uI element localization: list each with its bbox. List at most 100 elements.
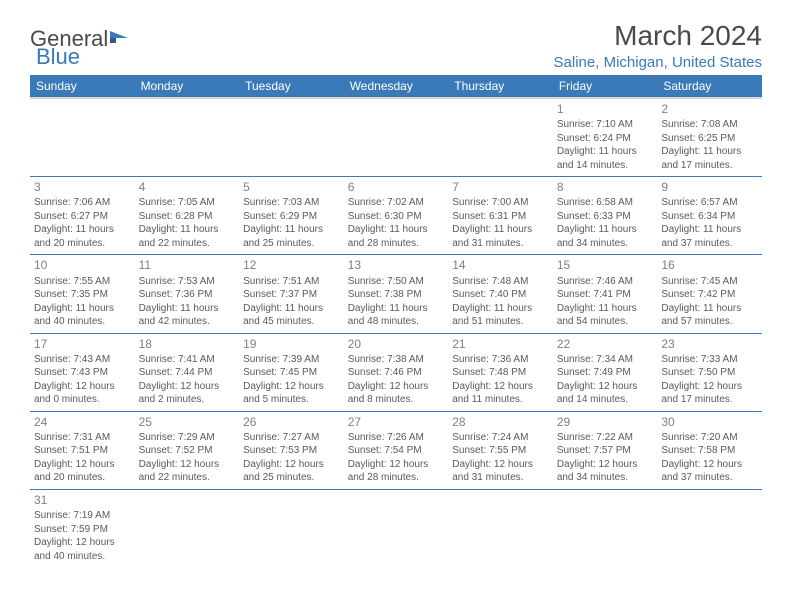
daylight-text: Daylight: 11 hours and 45 minutes. (243, 302, 340, 329)
day-number: 29 (557, 414, 654, 430)
sunset-text: Sunset: 7:48 PM (452, 366, 549, 380)
sunset-text: Sunset: 6:31 PM (452, 210, 549, 224)
calendar-cell: 20Sunrise: 7:38 AMSunset: 7:46 PMDayligh… (344, 333, 449, 411)
day-number: 26 (243, 414, 340, 430)
calendar-cell: 3Sunrise: 7:06 AMSunset: 6:27 PMDaylight… (30, 177, 135, 255)
calendar-cell: 16Sunrise: 7:45 AMSunset: 7:42 PMDayligh… (657, 255, 762, 333)
day-number: 14 (452, 257, 549, 273)
daylight-text: Daylight: 11 hours and 51 minutes. (452, 302, 549, 329)
calendar-cell: 5Sunrise: 7:03 AMSunset: 6:29 PMDaylight… (239, 177, 344, 255)
daylight-text: Daylight: 11 hours and 40 minutes. (34, 302, 131, 329)
calendar-cell: 28Sunrise: 7:24 AMSunset: 7:55 PMDayligh… (448, 411, 553, 489)
daylight-text: Daylight: 12 hours and 25 minutes. (243, 458, 340, 485)
day-header: Wednesday (344, 75, 449, 98)
day-number: 19 (243, 336, 340, 352)
calendar-cell: 22Sunrise: 7:34 AMSunset: 7:49 PMDayligh… (553, 333, 658, 411)
day-header: Sunday (30, 75, 135, 98)
sunrise-text: Sunrise: 7:33 AM (661, 353, 758, 367)
sunrise-text: Sunrise: 7:34 AM (557, 353, 654, 367)
calendar-cell: 31Sunrise: 7:19 AMSunset: 7:59 PMDayligh… (30, 489, 135, 567)
calendar-cell: 29Sunrise: 7:22 AMSunset: 7:57 PMDayligh… (553, 411, 658, 489)
day-number: 7 (452, 179, 549, 195)
day-number: 23 (661, 336, 758, 352)
daylight-text: Daylight: 11 hours and 34 minutes. (557, 223, 654, 250)
day-number: 25 (139, 414, 236, 430)
sunset-text: Sunset: 7:57 PM (557, 444, 654, 458)
day-number: 12 (243, 257, 340, 273)
sunrise-text: Sunrise: 7:02 AM (348, 196, 445, 210)
sunset-text: Sunset: 7:50 PM (661, 366, 758, 380)
calendar-cell: 13Sunrise: 7:50 AMSunset: 7:38 PMDayligh… (344, 255, 449, 333)
sunrise-text: Sunrise: 6:58 AM (557, 196, 654, 210)
logo-flag-icon (110, 29, 132, 47)
calendar-cell: 12Sunrise: 7:51 AMSunset: 7:37 PMDayligh… (239, 255, 344, 333)
sunrise-text: Sunrise: 7:08 AM (661, 118, 758, 132)
sunrise-text: Sunrise: 7:41 AM (139, 353, 236, 367)
sunset-text: Sunset: 7:44 PM (139, 366, 236, 380)
daylight-text: Daylight: 11 hours and 37 minutes. (661, 223, 758, 250)
calendar-cell: 11Sunrise: 7:53 AMSunset: 7:36 PMDayligh… (135, 255, 240, 333)
title-block: March 2024 Saline, Michigan, United Stat… (554, 20, 762, 71)
daylight-text: Daylight: 12 hours and 37 minutes. (661, 458, 758, 485)
sunrise-text: Sunrise: 7:43 AM (34, 353, 131, 367)
calendar-cell: 27Sunrise: 7:26 AMSunset: 7:54 PMDayligh… (344, 411, 449, 489)
sunset-text: Sunset: 6:28 PM (139, 210, 236, 224)
sunset-text: Sunset: 7:38 PM (348, 288, 445, 302)
calendar-cell (344, 98, 449, 177)
day-number: 24 (34, 414, 131, 430)
calendar-cell: 23Sunrise: 7:33 AMSunset: 7:50 PMDayligh… (657, 333, 762, 411)
sunset-text: Sunset: 7:58 PM (661, 444, 758, 458)
day-header: Monday (135, 75, 240, 98)
sunrise-text: Sunrise: 7:53 AM (139, 275, 236, 289)
calendar-cell (553, 489, 658, 567)
daylight-text: Daylight: 11 hours and 28 minutes. (348, 223, 445, 250)
daylight-text: Daylight: 11 hours and 31 minutes. (452, 223, 549, 250)
sunrise-text: Sunrise: 7:03 AM (243, 196, 340, 210)
sunset-text: Sunset: 7:42 PM (661, 288, 758, 302)
calendar-cell: 8Sunrise: 6:58 AMSunset: 6:33 PMDaylight… (553, 177, 658, 255)
calendar-cell: 21Sunrise: 7:36 AMSunset: 7:48 PMDayligh… (448, 333, 553, 411)
sunrise-text: Sunrise: 7:38 AM (348, 353, 445, 367)
daylight-text: Daylight: 11 hours and 54 minutes. (557, 302, 654, 329)
day-number: 16 (661, 257, 758, 273)
daylight-text: Daylight: 12 hours and 14 minutes. (557, 380, 654, 407)
calendar-week-row: 3Sunrise: 7:06 AMSunset: 6:27 PMDaylight… (30, 177, 762, 255)
sunset-text: Sunset: 7:52 PM (139, 444, 236, 458)
day-number: 10 (34, 257, 131, 273)
day-header-row: SundayMondayTuesdayWednesdayThursdayFrid… (30, 75, 762, 98)
sunrise-text: Sunrise: 7:00 AM (452, 196, 549, 210)
day-number: 17 (34, 336, 131, 352)
sunset-text: Sunset: 7:54 PM (348, 444, 445, 458)
day-number: 20 (348, 336, 445, 352)
daylight-text: Daylight: 12 hours and 20 minutes. (34, 458, 131, 485)
daylight-text: Daylight: 12 hours and 11 minutes. (452, 380, 549, 407)
calendar-cell (448, 489, 553, 567)
calendar-week-row: 24Sunrise: 7:31 AMSunset: 7:51 PMDayligh… (30, 411, 762, 489)
day-number: 22 (557, 336, 654, 352)
daylight-text: Daylight: 11 hours and 48 minutes. (348, 302, 445, 329)
sunrise-text: Sunrise: 7:06 AM (34, 196, 131, 210)
calendar-week-row: 31Sunrise: 7:19 AMSunset: 7:59 PMDayligh… (30, 489, 762, 567)
calendar-head: SundayMondayTuesdayWednesdayThursdayFrid… (30, 75, 762, 98)
header: General March 2024 Saline, Michigan, Uni… (30, 20, 762, 71)
day-number: 1 (557, 101, 654, 117)
calendar-cell: 17Sunrise: 7:43 AMSunset: 7:43 PMDayligh… (30, 333, 135, 411)
day-number: 28 (452, 414, 549, 430)
sunrise-text: Sunrise: 7:51 AM (243, 275, 340, 289)
sunrise-text: Sunrise: 7:22 AM (557, 431, 654, 445)
day-number: 27 (348, 414, 445, 430)
daylight-text: Daylight: 12 hours and 8 minutes. (348, 380, 445, 407)
calendar-body: 1Sunrise: 7:10 AMSunset: 6:24 PMDaylight… (30, 98, 762, 567)
sunset-text: Sunset: 6:27 PM (34, 210, 131, 224)
calendar-week-row: 1Sunrise: 7:10 AMSunset: 6:24 PMDaylight… (30, 98, 762, 177)
sunrise-text: Sunrise: 7:55 AM (34, 275, 131, 289)
page-title: March 2024 (554, 20, 762, 52)
daylight-text: Daylight: 11 hours and 25 minutes. (243, 223, 340, 250)
calendar-cell: 18Sunrise: 7:41 AMSunset: 7:44 PMDayligh… (135, 333, 240, 411)
calendar-cell: 15Sunrise: 7:46 AMSunset: 7:41 PMDayligh… (553, 255, 658, 333)
sunrise-text: Sunrise: 7:20 AM (661, 431, 758, 445)
daylight-text: Daylight: 12 hours and 17 minutes. (661, 380, 758, 407)
sunrise-text: Sunrise: 7:45 AM (661, 275, 758, 289)
day-number: 31 (34, 492, 131, 508)
sunrise-text: Sunrise: 7:46 AM (557, 275, 654, 289)
